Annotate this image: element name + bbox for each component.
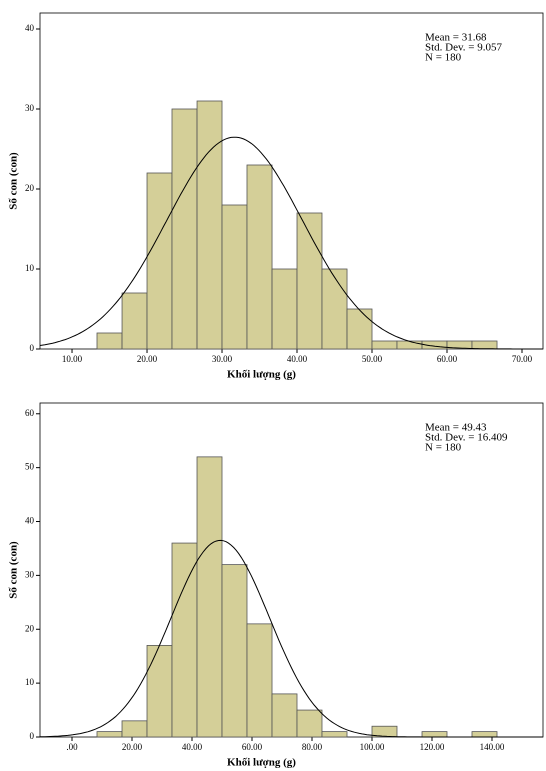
bar: [471, 340, 498, 350]
stats-text: Mean = 31.68: [425, 32, 487, 44]
bar: [271, 268, 298, 350]
bar: [196, 456, 223, 738]
x-tick-label: 70.00: [512, 354, 533, 364]
y-tick-label: 20: [25, 623, 35, 633]
stats-text: Std. Dev. = 9.057: [425, 42, 502, 54]
y-tick-label: 10: [25, 677, 35, 687]
bar: [421, 731, 448, 738]
x-tick-label: 60.00: [437, 354, 458, 364]
x-axis-title: Khối lượng (g): [227, 369, 296, 381]
y-tick-label: 40: [25, 23, 35, 33]
bar: [221, 204, 248, 350]
x-tick-label: 40.00: [182, 742, 203, 752]
bar: [146, 645, 173, 738]
y-tick-label: 30: [25, 569, 35, 579]
bar: [346, 308, 373, 350]
x-tick-label: 100.00: [360, 742, 385, 752]
x-tick-label: 80.00: [302, 742, 323, 752]
y-axis-title: Số con (con): [8, 541, 20, 599]
y-tick-label: 20: [25, 183, 35, 193]
bar: [371, 340, 398, 350]
bar: [96, 731, 123, 738]
bar: [96, 332, 123, 350]
bar: [246, 164, 273, 350]
stats-text: N = 180: [425, 52, 462, 64]
normal-curve: [39, 136, 543, 350]
plot-frame: [39, 402, 544, 738]
bar: [221, 564, 248, 738]
bar: [321, 268, 348, 350]
bar: [396, 340, 423, 350]
bar: [296, 212, 323, 350]
x-tick-label: 20.00: [122, 742, 143, 752]
bar: [271, 693, 298, 738]
y-tick-label: 60: [25, 408, 35, 418]
x-tick-label: 20.00: [137, 354, 158, 364]
x-tick-label: 120.00: [420, 742, 445, 752]
bar: [246, 623, 273, 738]
y-tick-label: 10: [25, 263, 35, 273]
normal-curve: [39, 539, 543, 738]
x-tick-label: 140.00: [480, 742, 505, 752]
y-axis-title: Số con (con): [8, 152, 20, 210]
bar: [471, 731, 498, 738]
x-tick-label: 60.00: [242, 742, 263, 752]
bar: [321, 731, 348, 738]
bar: [296, 709, 323, 738]
stats-text: Std. Dev. = 16.409: [425, 432, 508, 444]
stats-text: Mean = 49.43: [425, 422, 487, 434]
y-tick-label: 30: [25, 103, 35, 113]
x-axis-title: Khối lượng (g): [227, 757, 296, 769]
x-tick-label: 40.00: [287, 354, 308, 364]
bar: [146, 172, 173, 350]
x-tick-label: 30.00: [212, 354, 233, 364]
bar: [121, 292, 148, 350]
bar: [171, 108, 198, 350]
y-tick-label: 0: [30, 731, 35, 741]
y-tick-label: 50: [25, 462, 35, 472]
x-tick-label: 10.00: [62, 354, 83, 364]
bar: [171, 542, 198, 738]
stats-text: N = 180: [425, 442, 462, 454]
x-tick-label: 50.00: [362, 354, 383, 364]
y-tick-label: 0: [30, 343, 35, 353]
bar: [196, 100, 223, 350]
bar: [121, 720, 148, 738]
bar: [371, 725, 398, 738]
y-tick-label: 40: [25, 516, 35, 526]
x-tick-label: .00: [66, 742, 78, 752]
